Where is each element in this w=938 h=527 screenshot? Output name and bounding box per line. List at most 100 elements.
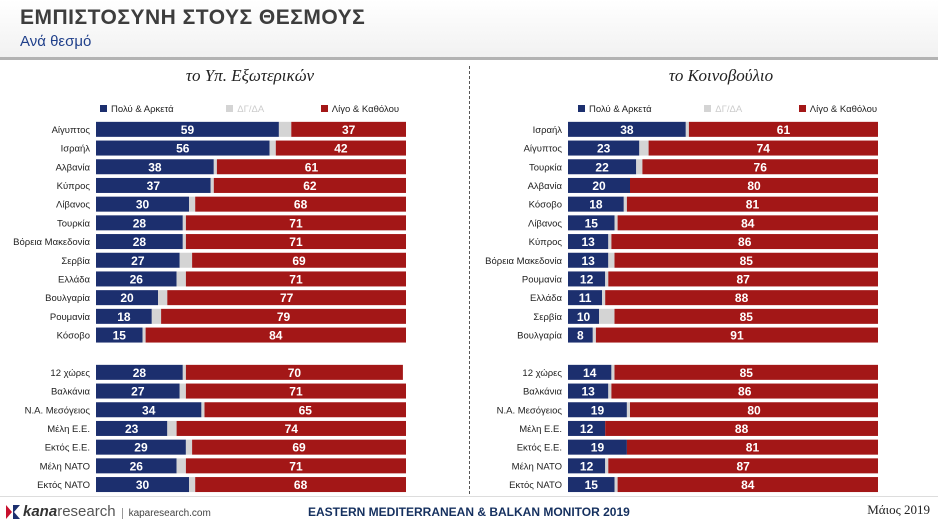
bar-segment-negative	[275, 140, 406, 156]
data-label: 80	[747, 403, 761, 417]
bar-segment-dk	[189, 477, 196, 493]
bar-segment-dk	[608, 252, 615, 268]
data-label: 42	[334, 142, 348, 156]
bar-segment-dk	[623, 196, 627, 212]
bar-segment-positive	[96, 458, 177, 474]
bar-segment-dk	[614, 215, 618, 231]
category-label: Σερβία	[61, 256, 90, 267]
data-label: 71	[289, 385, 303, 399]
bar-segment-dk	[158, 290, 168, 306]
bar-segment-negative	[608, 458, 878, 474]
brand-logo[interactable]: kanaresearch kaparesearch.com	[6, 503, 211, 520]
bar-segment-positive	[96, 271, 177, 287]
bar-segment-negative	[185, 383, 406, 399]
bar-segment-dk	[189, 196, 196, 212]
bar-segment-negative	[185, 215, 406, 231]
category-label: Εκτός ΝΑΤΟ	[509, 480, 562, 491]
bar-segment-positive	[96, 196, 189, 212]
bar-segment-dk	[151, 308, 162, 324]
bar-segment-negative	[595, 327, 878, 343]
bar-segment-dk	[626, 402, 630, 418]
data-label: 74	[757, 142, 771, 156]
legend-label-positive: Πολύ & Αρκετά	[111, 104, 174, 115]
data-label: 70	[288, 366, 302, 380]
data-label: 20	[120, 291, 134, 305]
category-label: Αλβανία	[528, 181, 563, 192]
bar-segment-positive	[96, 234, 183, 250]
bar-segment-positive	[568, 159, 637, 175]
category-label: Βόρεια Μακεδονία	[13, 237, 90, 248]
category-label: Αίγυπτος	[52, 125, 91, 136]
data-label: 85	[740, 366, 754, 380]
legend-swatch-negative	[320, 104, 328, 112]
bar-segment-dk	[605, 271, 609, 287]
data-label: 8	[577, 329, 584, 343]
logo-mark-icon	[6, 505, 20, 520]
category-label: Εκτός ΝΑΤΟ	[37, 480, 90, 491]
bar-segment-negative	[605, 290, 878, 306]
bar-segment-positive	[96, 159, 214, 175]
data-label: 85	[740, 310, 754, 324]
data-label: 69	[292, 441, 306, 455]
data-label: 71	[289, 235, 303, 249]
data-label: 12	[580, 422, 594, 436]
logo-url[interactable]: kaparesearch.com	[121, 508, 211, 519]
bar-segment-negative	[185, 234, 406, 250]
bar-segment-negative	[617, 215, 878, 231]
legend-left: Πολύ & Αρκετά ΔΓ/ΔΑ Λίγο & Καθόλου	[100, 104, 413, 115]
bar-segment-positive	[568, 420, 606, 436]
event-name: EASTERN MEDITERRANEAN & BALKAN MONITOR 2…	[308, 505, 630, 519]
bar-segment-positive	[568, 402, 627, 418]
bar-segment-dk	[639, 140, 649, 156]
category-label: Ελλάδα	[530, 293, 562, 304]
data-label: 68	[294, 478, 308, 492]
data-label: 13	[581, 385, 595, 399]
data-label: 71	[289, 216, 303, 230]
bar-segment-positive	[96, 477, 189, 493]
legend-swatch-dk	[704, 104, 712, 112]
data-label: 20	[592, 179, 606, 193]
category-label: Λίβανος	[56, 200, 90, 211]
data-label: 86	[738, 235, 752, 249]
category-label: Βαλκάνια	[51, 387, 91, 398]
bar-segment-negative	[291, 121, 406, 137]
bar-segment-dk	[636, 159, 643, 175]
data-label: 81	[746, 198, 760, 212]
bar-segment-positive	[96, 140, 270, 156]
bar-segment-dk	[167, 420, 177, 436]
bar-segment-dk	[176, 271, 186, 287]
data-label: 56	[176, 142, 190, 156]
bar-segment-positive	[96, 290, 158, 306]
bar-segment-negative	[630, 402, 878, 418]
bar-segment-positive	[568, 458, 606, 474]
legend-swatch-dk	[226, 104, 234, 112]
category-label: Μέλη ΝΑΤΟ	[512, 461, 562, 472]
bar-segment-positive	[96, 177, 211, 193]
data-label: 18	[117, 310, 131, 324]
data-label: 23	[597, 142, 611, 156]
report-date: Μάιος 2019	[867, 502, 930, 517]
bar-segment-negative	[192, 439, 406, 455]
bar-segment-positive	[568, 327, 593, 343]
bar-segment-positive	[568, 308, 599, 324]
category-label: Ισραήλ	[61, 144, 91, 155]
data-label: 23	[125, 422, 139, 436]
bar-segment-negative	[614, 308, 878, 324]
bar-segment-dk	[608, 383, 612, 399]
data-label: 38	[148, 160, 162, 174]
category-label: Βόρεια Μακεδονία	[485, 256, 562, 267]
data-label: 71	[289, 272, 303, 286]
bar-segment-negative	[185, 458, 406, 474]
category-label: Ρουμανία	[522, 274, 563, 285]
bar-segment-negative	[614, 364, 878, 380]
category-label: Κύπρος	[57, 181, 91, 192]
data-label: 28	[133, 366, 147, 380]
bar-segment-positive	[568, 364, 612, 380]
footer-divider	[0, 496, 938, 497]
bar-segment-positive	[96, 364, 183, 380]
category-label: Βουλγαρία	[45, 293, 90, 304]
bar-segment-positive	[568, 215, 615, 231]
bar-segment-dk	[608, 234, 612, 250]
data-label: 38	[620, 123, 634, 137]
data-label: 68	[294, 198, 308, 212]
